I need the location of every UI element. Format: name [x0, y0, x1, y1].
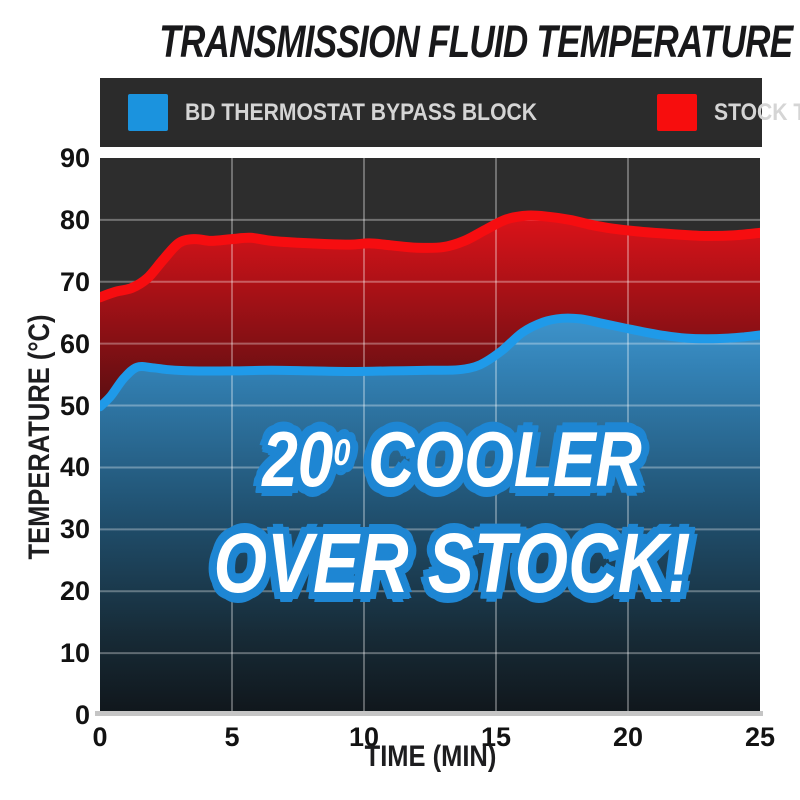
annotation-line-1: 200 COOLER 200 COOLER: [122, 409, 760, 515]
chart-annotation: 200 COOLER 200 COOLER OVER STOCK! OVER S…: [122, 409, 760, 616]
y-tick-80: 80: [59, 204, 90, 235]
chart-plot-area: 200 COOLER 200 COOLER OVER STOCK! OVER S…: [100, 158, 760, 715]
x-axis-title-wrap: TIME (MIN): [100, 740, 760, 774]
legend-item-stock: STOCK THERMOSTAT: [657, 94, 800, 131]
legend-label-stock: STOCK THERMOSTAT: [714, 98, 800, 126]
legend-label-bd: BD THERMOSTAT BYPASS BLOCK: [185, 98, 537, 126]
y-tick-70: 70: [59, 266, 90, 297]
annotation-line-1-text: 200 COOLER: [262, 415, 642, 503]
y-tick-90: 90: [59, 143, 90, 173]
y-tick-40: 40: [59, 452, 90, 483]
x-axis-title: TIME (MIN): [364, 740, 496, 773]
y-tick-30: 30: [59, 514, 90, 545]
annotation-line-2-outline: OVER STOCK!: [209, 510, 696, 616]
y-tick-20: 20: [59, 576, 90, 607]
annotation-line-1-outline: 200 COOLER: [257, 409, 646, 509]
x-tick-20: 20: [612, 722, 644, 752]
y-tick-50: 50: [59, 390, 90, 421]
y-tick-10: 10: [59, 638, 90, 669]
legend-item-bd: BD THERMOSTAT BYPASS BLOCK: [128, 94, 585, 131]
bd-bypass-block-area: [100, 318, 760, 715]
y-tick-60: 60: [59, 328, 90, 359]
title-bar: TRANSMISSION FLUID TEMPERATURE: [70, 16, 793, 68]
annotation-line-2-text: OVER STOCK!: [213, 516, 691, 610]
page-title: TRANSMISSION FLUID TEMPERATURE: [159, 16, 793, 67]
x-tick-0: 0: [92, 722, 108, 752]
x-tick-10: 10: [348, 722, 380, 752]
bd-bypass-block-line: [100, 313, 760, 412]
chart-svg: [100, 158, 760, 715]
legend-swatch-stock-red: [657, 94, 697, 131]
x-tick-5: 5: [224, 722, 240, 752]
legend-bar: BD THERMOSTAT BYPASS BLOCK STOCK THERMOS…: [100, 78, 800, 147]
x-tick-15: 15: [480, 722, 512, 752]
annotation-line-2: OVER STOCK! OVER STOCK!: [122, 510, 760, 616]
x-axis-line: [95, 711, 763, 716]
y-tick-0: 0: [74, 700, 90, 730]
legend-swatch-bd-blue: [128, 94, 168, 131]
x-tick-25: 25: [744, 722, 776, 752]
gridlines: [100, 158, 760, 715]
stock-thermostat-line: [100, 210, 760, 303]
